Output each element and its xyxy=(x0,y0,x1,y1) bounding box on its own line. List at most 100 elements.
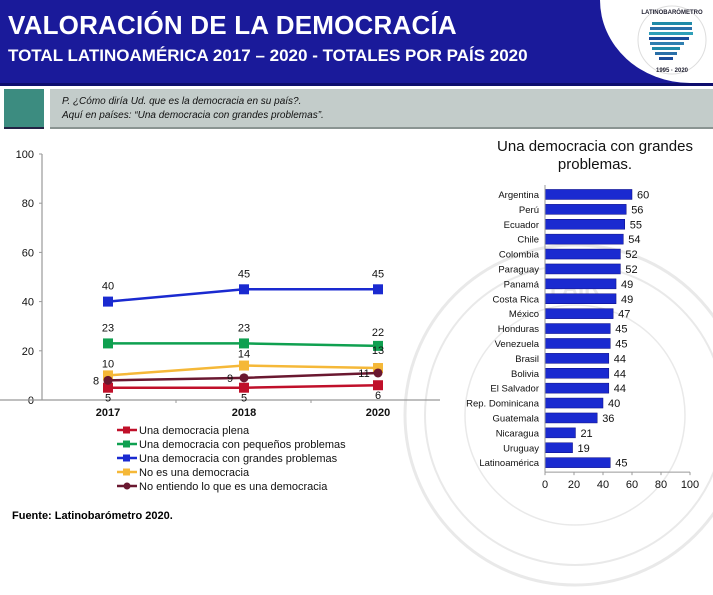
legend-marker xyxy=(123,468,130,476)
bar xyxy=(544,442,573,453)
category-label: El Salvador xyxy=(490,384,539,395)
bar xyxy=(544,427,576,439)
category-label: Rep. Dominicana xyxy=(466,399,540,410)
data-label: 40 xyxy=(102,281,114,293)
bar-row: Colombia 52 xyxy=(499,248,638,261)
y-tick-label: 40 xyxy=(22,297,34,309)
bar xyxy=(544,412,598,424)
data-label: 6 xyxy=(375,390,381,402)
category-label: Costa Rica xyxy=(493,294,540,305)
data-point xyxy=(239,373,249,383)
bar-row: Uruguay 19 xyxy=(503,442,590,455)
bar-value-label: 45 xyxy=(615,338,627,350)
bar-row: El Salvador 44 xyxy=(490,382,626,395)
bar xyxy=(544,263,621,275)
category-label: Perú xyxy=(519,205,539,216)
category-label: Argentina xyxy=(498,190,539,201)
bar-chart-title-line1: Una democracia con grandes xyxy=(497,138,693,155)
x-tick-label: 2020 xyxy=(366,407,390,419)
x-tick-label: 20 xyxy=(568,479,580,491)
data-point xyxy=(103,370,113,381)
legend-label: Una democracia plena xyxy=(139,425,250,437)
x-tick-label: 2017 xyxy=(96,407,120,419)
data-label: 22 xyxy=(372,327,384,339)
data-label: 14 xyxy=(238,349,250,361)
bar-value-label: 55 xyxy=(630,219,642,231)
bar xyxy=(544,353,610,364)
data-label: 10 xyxy=(102,358,114,370)
category-label: Uruguay xyxy=(503,443,539,454)
series-group: 5 5 6 23 23 22 40 45 45 10 14 13 8 9 11 xyxy=(93,268,384,404)
category-label: Honduras xyxy=(498,324,539,335)
bar-value-label: 47 xyxy=(618,309,630,321)
category-label: Ecuador xyxy=(504,220,539,231)
category-label: Colombia xyxy=(499,250,540,261)
bar xyxy=(544,189,633,200)
question-text: P. ¿Cómo diría Ud. que es la democracia … xyxy=(62,96,302,107)
bar xyxy=(544,204,627,215)
bar-row: Chile 54 xyxy=(517,233,641,246)
legend-label: Una democracia con grandes problemas xyxy=(139,453,338,465)
series-3: 10 14 13 xyxy=(102,345,384,381)
data-point xyxy=(239,338,249,349)
bar-value-label: 21 xyxy=(580,428,592,440)
header-banner: VALORACIÓN DE LA DEMOCRACÍA TOTAL LATINO… xyxy=(0,0,713,83)
data-point xyxy=(373,284,383,295)
bar-row: Nicaragua 21 xyxy=(496,427,593,440)
legend-item: Una democracia con grandes problemas xyxy=(117,453,338,465)
bar-row: Paraguay 52 xyxy=(498,263,638,276)
y-tick-label: 0 xyxy=(28,395,34,407)
bar-chart: Una democracia con grandes problemas. Ar… xyxy=(466,138,699,491)
data-label: 23 xyxy=(238,322,250,334)
legend-label: No es una democracia xyxy=(139,467,250,479)
bar xyxy=(544,323,611,334)
legend-item: No entiendo lo que es una democracia xyxy=(117,481,328,493)
legend-item: Una democracia plena xyxy=(117,425,250,437)
category-label: Paraguay xyxy=(498,264,539,275)
bar-row: México 47 xyxy=(509,308,630,321)
page-title: VALORACIÓN DE LA DEMOCRACÍA xyxy=(8,10,457,40)
series-1: 23 23 22 xyxy=(102,322,384,351)
category-label: Nicaragua xyxy=(496,428,540,439)
question-marker xyxy=(4,89,44,129)
bar xyxy=(544,368,610,379)
bar xyxy=(544,233,624,245)
x-tick-label: 40 xyxy=(597,479,609,491)
bar-row: Costa Rica 49 xyxy=(493,293,633,306)
category-label: Venezuela xyxy=(495,339,540,350)
data-point xyxy=(103,375,113,385)
data-point xyxy=(239,382,249,393)
bar xyxy=(544,457,611,468)
bar-row: Perú 56 xyxy=(519,204,643,216)
source-note: Fuente: Latinobarómetro 2020. xyxy=(12,510,173,522)
data-point xyxy=(239,284,249,295)
data-label: 5 xyxy=(105,393,111,405)
bar xyxy=(544,338,611,349)
category-label: Panamá xyxy=(504,279,540,290)
legend-item: No es una democracia xyxy=(117,467,250,479)
bar-value-label: 60 xyxy=(637,189,649,201)
category-label: Bolivia xyxy=(511,369,540,380)
legend-item: Una democracia con pequeños problemas xyxy=(117,439,346,451)
category-label: Latinoamérica xyxy=(479,458,539,469)
y-tick-label: 80 xyxy=(22,198,34,210)
x-tick-label: 0 xyxy=(542,479,548,491)
data-point xyxy=(373,368,383,378)
legend-label: Una democracia con pequeños problemas xyxy=(139,439,346,451)
series-0: 5 5 6 xyxy=(103,380,383,405)
data-point xyxy=(373,363,383,374)
bar-chart-title-line2: problemas. xyxy=(558,156,632,173)
data-label: 8 xyxy=(93,375,99,387)
category-label: Brasil xyxy=(515,354,539,365)
bar-value-label: 45 xyxy=(615,458,627,470)
bar-value-label: 56 xyxy=(631,204,643,216)
page-subtitle: TOTAL LATINOAMÉRICA 2017 – 2020 - TOTALE… xyxy=(8,46,528,65)
legend-label: No entiendo lo que es una democracia xyxy=(139,481,328,493)
bar-value-label: 49 xyxy=(621,279,633,291)
bar-row: Argentina 60 xyxy=(498,189,649,201)
x-tick-label: 100 xyxy=(681,479,699,491)
bar-value-label: 45 xyxy=(615,324,627,336)
bar-value-label: 49 xyxy=(621,294,633,306)
bar-row: Venezuela 45 xyxy=(495,338,628,350)
